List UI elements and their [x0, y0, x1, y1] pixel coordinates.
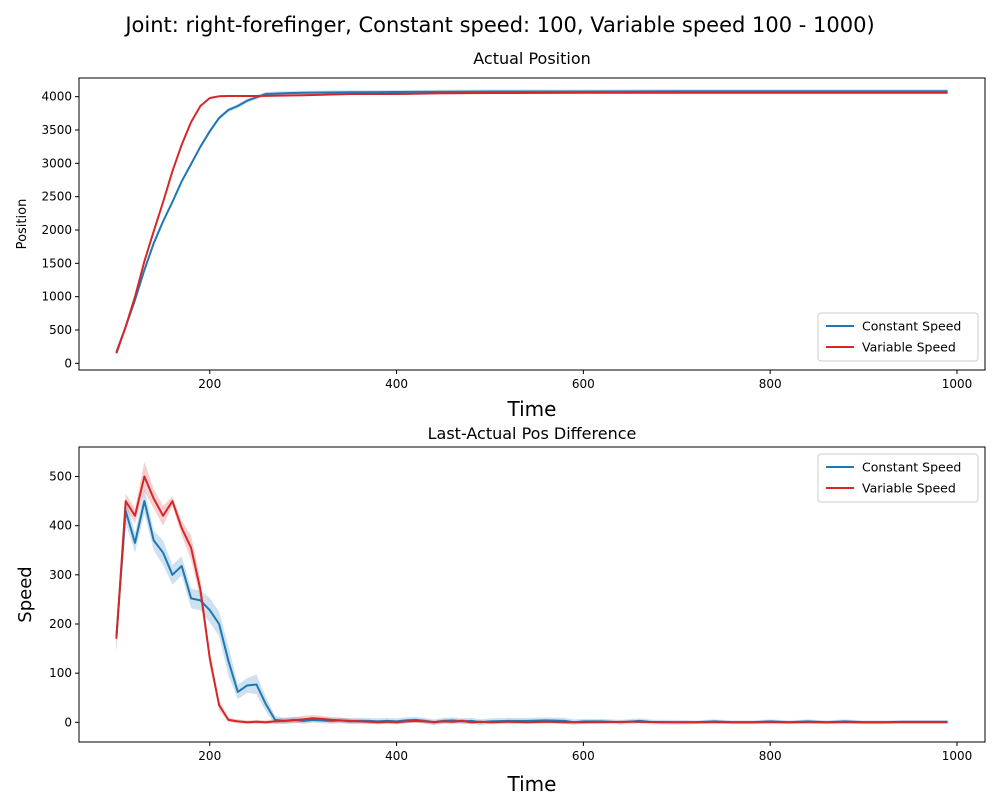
chart0-ytick-label: 2000 [41, 223, 72, 237]
chart0-legend: Constant Speed Variable Speed [817, 312, 979, 362]
chart1-ytick-label: 100 [49, 666, 72, 680]
chart1-xtick-label: 400 [385, 749, 408, 763]
chart0-series1-line [115, 91, 948, 354]
chart0-series0-line [115, 90, 948, 353]
chart0-axes-frame [78, 77, 986, 371]
chart0-xtick-label: 800 [759, 377, 782, 391]
chart1-legend-label: Constant Speed [862, 460, 961, 475]
chart0-ytick-label: 4000 [41, 90, 72, 104]
chart0-ytick-label: 3500 [41, 123, 72, 137]
chart1-ytick-label: 400 [49, 519, 72, 533]
chart0-ylabel: Position [15, 199, 30, 250]
chart0-legend-label: Constant Speed [862, 319, 961, 334]
chart0-xtick-label: 1000 [942, 377, 973, 391]
chart1-title: Last-Actual Pos Difference [428, 424, 637, 443]
chart1-ytick-label: 0 [64, 715, 72, 729]
chart1-series1-line [115, 475, 948, 724]
chart0-ytick-label: 3000 [41, 156, 72, 170]
chart1-ylabel: Speed [15, 566, 36, 622]
chart0-xtick-label: 400 [385, 377, 408, 391]
chart0-xtick-label: 600 [572, 377, 595, 391]
chart0-xtick-label: 200 [198, 377, 221, 391]
chart0-legend-label: Variable Speed [862, 340, 956, 355]
chart1-ytick-label: 500 [49, 470, 72, 484]
chart0-title: Actual Position [473, 49, 591, 68]
chart1-axes-frame [78, 446, 986, 743]
chart1-xtick-label: 600 [572, 749, 595, 763]
figure-suptitle: Joint: right-forefinger, Constant speed:… [123, 13, 874, 37]
chart1-ytick-label: 300 [49, 568, 72, 582]
chart0-ytick-label: 1000 [41, 290, 72, 304]
chart1-legend-label: Variable Speed [862, 481, 956, 496]
chart1-ytick-label: 200 [49, 617, 72, 631]
chart0-ytick-label: 500 [49, 323, 72, 337]
chart1-legend: Constant Speed Variable Speed [817, 453, 979, 503]
chart0-xlabel: Time [507, 397, 557, 421]
chart0-legend-box [817, 312, 979, 362]
chart1-legend-box [817, 453, 979, 503]
chart1-panel: Last-Actual Pos Difference 200 400 600 800 10… [15, 424, 986, 796]
chart0-panel: Actual Position 200 400 600 800 1000 0 500 1000 1… [15, 49, 986, 421]
chart0-ytick-label: 0 [64, 356, 72, 370]
chart1-series0-line [115, 500, 948, 724]
chart1-xtick-label: 800 [759, 749, 782, 763]
chart1-xtick-label: 1000 [942, 749, 973, 763]
chart0-ytick-label: 2500 [41, 190, 72, 204]
chart1-xlabel: Time [507, 772, 557, 796]
chart0-ytick-label: 1500 [41, 256, 72, 270]
chart1-xtick-label: 200 [198, 749, 221, 763]
